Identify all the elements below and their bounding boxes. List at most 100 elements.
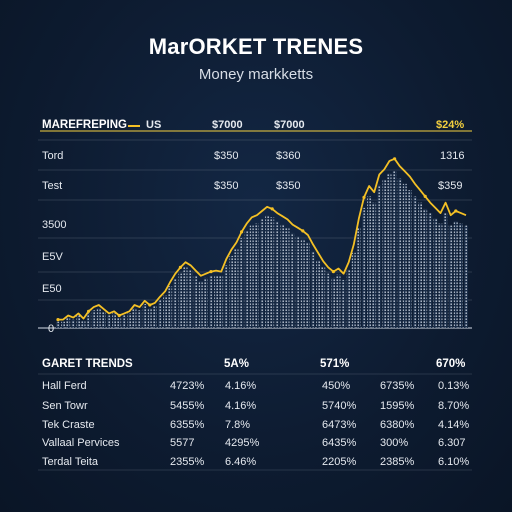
bar: [214, 275, 219, 328]
bar: [382, 179, 387, 328]
bar: [458, 223, 463, 328]
bar: [392, 171, 397, 328]
bar: [112, 313, 117, 328]
series-point: [393, 157, 397, 161]
bar: [142, 303, 147, 328]
series-point: [331, 270, 335, 274]
bar: [300, 239, 305, 328]
chart-title: MarORKET TRENES: [148, 34, 364, 59]
bar: [127, 313, 132, 328]
bar: [270, 217, 275, 328]
bar: [203, 277, 208, 328]
bar: [137, 310, 142, 328]
bar: [117, 317, 122, 328]
bar: [229, 255, 234, 328]
bar: [198, 281, 203, 328]
bar: [152, 306, 157, 328]
bar: [295, 236, 300, 328]
bar: [453, 221, 458, 328]
bar: [61, 321, 66, 328]
bar: [244, 230, 249, 328]
bar: [356, 227, 361, 328]
bar: [91, 310, 96, 328]
y-tick-label: E5V: [42, 251, 63, 263]
y-tick-label: 0: [48, 323, 54, 335]
bar: [254, 223, 259, 328]
bar: [96, 308, 101, 328]
bar: [326, 273, 331, 328]
bar: [423, 208, 428, 328]
bar: [464, 225, 468, 328]
series-point: [56, 318, 60, 322]
bar: [147, 308, 152, 328]
bar: [224, 265, 229, 328]
bar: [66, 317, 71, 328]
bar: [331, 277, 336, 328]
bar: [56, 321, 60, 328]
bar: [290, 232, 295, 328]
bar: [275, 221, 280, 328]
bar: [367, 196, 372, 328]
bar: [260, 219, 264, 328]
bar: [448, 225, 453, 328]
y-tick-label: E50: [42, 283, 62, 295]
bar: [336, 274, 341, 328]
bar: [413, 196, 417, 328]
bar: [372, 202, 377, 328]
bar: [265, 215, 270, 328]
bar: [107, 315, 111, 328]
bar: [285, 227, 290, 328]
series-point: [117, 313, 121, 318]
bar: [188, 270, 193, 328]
series-line: [58, 157, 467, 321]
bar: [76, 315, 81, 328]
series-point: [240, 230, 244, 234]
bar: [351, 252, 356, 328]
bar: [311, 251, 315, 328]
series-point: [362, 195, 366, 199]
bar: [234, 248, 239, 328]
bar: [239, 238, 244, 328]
series-point: [423, 194, 427, 198]
bar: [178, 273, 183, 328]
bar: [387, 173, 392, 328]
bar: [341, 279, 346, 328]
bar: [428, 213, 433, 328]
bar: [86, 313, 91, 328]
bar: [346, 269, 351, 328]
series-point: [148, 303, 152, 307]
bar: [402, 183, 407, 328]
bar: [438, 223, 443, 328]
bar: [443, 213, 448, 328]
bar: [173, 278, 178, 328]
bar: [377, 184, 382, 328]
series-point: [87, 309, 91, 313]
bar: [305, 242, 310, 328]
bar: [158, 299, 162, 328]
series-point: [454, 209, 458, 213]
bar: [183, 267, 188, 328]
bar: [71, 319, 76, 328]
bar: [362, 207, 366, 328]
bar: [101, 312, 106, 328]
series-point: [301, 229, 305, 233]
bar: [219, 275, 224, 328]
bar: [163, 295, 168, 328]
bar: [168, 286, 173, 328]
bar: [321, 267, 326, 328]
bar: [132, 308, 137, 328]
series-point: [270, 207, 274, 211]
bar: [122, 315, 127, 328]
bar: [193, 275, 198, 328]
bar: [418, 202, 423, 328]
chart-subtitle: Money markketts: [198, 66, 314, 83]
bar: [316, 260, 321, 328]
bar: [280, 224, 285, 328]
bar: [433, 218, 438, 328]
bar: [249, 225, 254, 328]
bar: [397, 178, 402, 328]
bar: [209, 275, 213, 328]
bar: [81, 320, 86, 328]
y-tick-label: 3500: [42, 219, 66, 231]
